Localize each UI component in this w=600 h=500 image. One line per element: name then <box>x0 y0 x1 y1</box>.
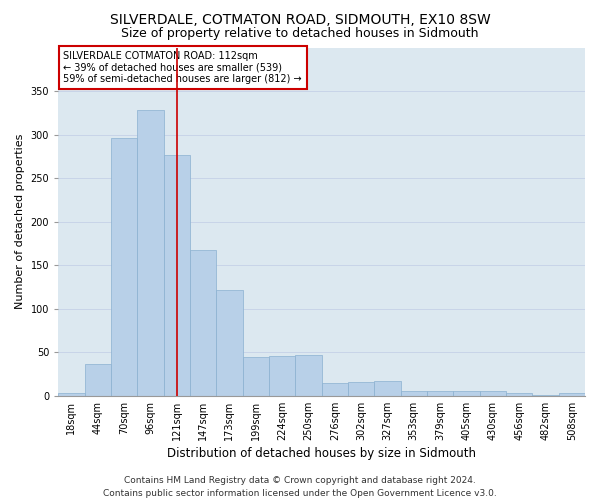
Text: SILVERDALE COTMATON ROAD: 112sqm
← 39% of detached houses are smaller (539)
59% : SILVERDALE COTMATON ROAD: 112sqm ← 39% o… <box>64 51 302 84</box>
X-axis label: Distribution of detached houses by size in Sidmouth: Distribution of detached houses by size … <box>167 447 476 460</box>
Bar <box>137 110 164 396</box>
Bar <box>295 355 322 396</box>
Bar <box>559 393 585 396</box>
Text: Size of property relative to detached houses in Sidmouth: Size of property relative to detached ho… <box>121 28 479 40</box>
Bar <box>532 395 559 396</box>
Bar <box>242 356 269 396</box>
Bar <box>216 290 242 396</box>
Y-axis label: Number of detached properties: Number of detached properties <box>15 134 25 310</box>
Bar <box>58 393 85 396</box>
Bar <box>85 364 111 396</box>
Text: Contains HM Land Registry data © Crown copyright and database right 2024.
Contai: Contains HM Land Registry data © Crown c… <box>103 476 497 498</box>
Bar <box>506 393 532 396</box>
Bar <box>479 390 506 396</box>
Bar <box>164 154 190 396</box>
Text: SILVERDALE, COTMATON ROAD, SIDMOUTH, EX10 8SW: SILVERDALE, COTMATON ROAD, SIDMOUTH, EX1… <box>110 12 490 26</box>
Bar <box>111 138 137 396</box>
Bar <box>190 250 216 396</box>
Bar <box>401 392 427 396</box>
Bar <box>427 390 454 396</box>
Bar <box>348 382 374 396</box>
Bar <box>374 381 401 396</box>
Bar <box>322 383 348 396</box>
Bar <box>454 392 479 396</box>
Bar <box>269 356 295 396</box>
